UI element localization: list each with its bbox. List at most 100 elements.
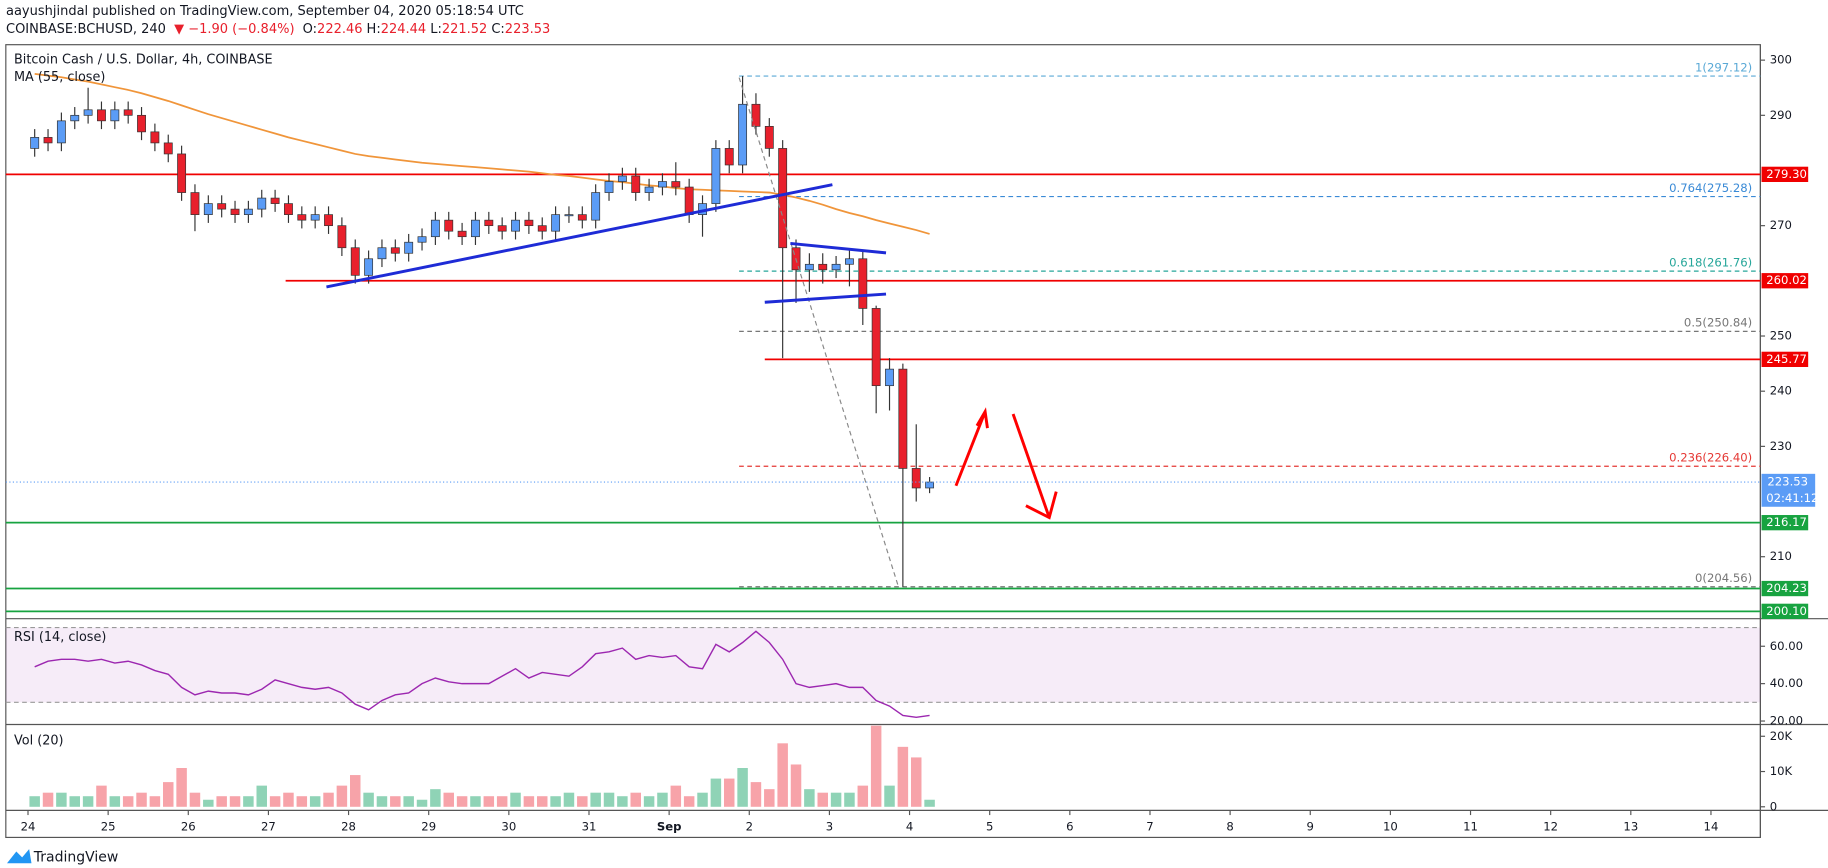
volume-bar <box>56 792 67 807</box>
candle-body <box>831 263 841 271</box>
volume-bar <box>216 796 227 807</box>
volume-bar <box>804 789 815 807</box>
candle-body <box>70 114 80 122</box>
volume-bar <box>189 792 201 807</box>
volume-bar <box>550 796 561 807</box>
level-tag <box>1761 515 1809 531</box>
candle-body <box>137 114 146 133</box>
candle-body <box>123 109 133 116</box>
candle-body <box>417 236 427 243</box>
candle-body <box>457 230 467 238</box>
trend-line <box>764 292 887 304</box>
candle-body <box>190 192 200 215</box>
candle-body <box>484 219 494 227</box>
candle-body <box>577 214 587 221</box>
x-tick-label: 12 <box>1543 819 1558 833</box>
candle-body <box>217 203 227 210</box>
rsi-band <box>5 627 1761 703</box>
candle-body <box>537 225 547 232</box>
change: ▼ −1.90 (−0.84%) <box>174 22 295 37</box>
candle-body <box>911 468 921 489</box>
volume-bar <box>323 792 334 807</box>
candle-body <box>751 103 761 127</box>
volume-bar <box>603 792 615 807</box>
volume-bar <box>29 796 40 807</box>
x-tick-label: 30 <box>501 819 516 833</box>
ohlc-key: O: <box>302 22 318 37</box>
volume-bar <box>256 785 267 807</box>
candle-body <box>871 308 881 387</box>
candle-body <box>83 109 93 116</box>
volume-bar <box>456 796 468 807</box>
y-tick-label: 290 <box>1770 108 1792 122</box>
x-tick-label: 3 <box>826 819 833 833</box>
candle-body <box>804 263 814 271</box>
trend-line <box>326 183 833 289</box>
volume-bar <box>309 796 321 807</box>
level-tag <box>1761 580 1809 597</box>
publish-line: aayushjindal published on TradingView.co… <box>6 4 524 19</box>
candle-body <box>471 219 480 238</box>
x-tick-label: 11 <box>1463 819 1478 833</box>
volume-bar <box>790 764 802 807</box>
volume-bar <box>657 792 668 807</box>
candle-body <box>257 197 267 210</box>
ohlc-value: 224.44 <box>380 22 427 37</box>
volume-bar <box>96 785 107 807</box>
x-tick-label: 13 <box>1623 819 1638 833</box>
candle-body <box>764 125 774 149</box>
volume-bar <box>403 796 414 807</box>
volume-bar <box>163 782 174 807</box>
y-tick-label: 250 <box>1770 328 1792 342</box>
x-tick-label: 10 <box>1383 819 1398 833</box>
y-tick-label: 20.00 <box>1770 714 1803 728</box>
volume-bar <box>349 775 361 807</box>
fib-label: 1(297.12) <box>1695 60 1752 74</box>
y-tick-label: 230 <box>1770 439 1792 453</box>
candle-body <box>364 258 374 276</box>
volume-bar <box>870 725 882 807</box>
candle-body <box>617 175 627 182</box>
volume-bar <box>817 792 828 807</box>
volume-bar <box>643 796 655 807</box>
volume-bar <box>42 792 54 807</box>
candle-body <box>150 131 160 144</box>
volume-bar <box>924 799 935 807</box>
candle-body <box>925 481 935 489</box>
candle-body <box>203 203 213 215</box>
last-price-tag <box>1761 473 1816 507</box>
ohlc-value: 221.52 <box>441 22 488 37</box>
candle-body <box>350 247 360 276</box>
volume-bar <box>710 778 722 807</box>
candle-body <box>858 258 868 309</box>
candle-body <box>230 208 240 215</box>
ma-legend: MA (55, close) <box>14 70 105 85</box>
candle-body <box>377 247 387 260</box>
fib-label: 0.618(261.76) <box>1669 255 1752 269</box>
volume-bar <box>630 792 641 807</box>
candle-body <box>310 214 320 221</box>
ohlc-key: H: <box>366 22 381 37</box>
y-tick-label: 0 <box>1770 799 1777 813</box>
volume-bar <box>884 785 895 807</box>
candle-body <box>778 148 788 249</box>
volume-bar <box>683 796 695 807</box>
volume-bar <box>737 768 748 807</box>
ohlc-key: L: <box>430 22 442 37</box>
candle-body <box>671 181 681 188</box>
volume-bar <box>109 796 121 807</box>
ohlc-key: C: <box>491 22 505 37</box>
volume-bar <box>443 792 454 807</box>
brand: TradingView <box>33 849 118 865</box>
x-tick-label: 14 <box>1704 819 1719 833</box>
volume-bar <box>82 796 94 807</box>
volume-bar <box>764 789 775 807</box>
fib-label: 0.236(226.40) <box>1669 450 1752 464</box>
ohlc-value: 222.46 <box>317 22 363 37</box>
x-tick-label: 7 <box>1146 819 1153 833</box>
x-tick-label: 31 <box>582 819 597 833</box>
volume-bar <box>670 785 682 807</box>
candle-body <box>284 203 293 215</box>
candle-body <box>297 214 307 221</box>
